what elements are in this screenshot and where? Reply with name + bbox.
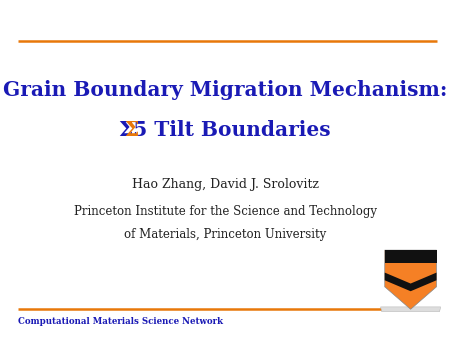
Text: of Materials, Princeton University: of Materials, Princeton University [124,228,326,241]
Text: Computational Materials Science Network: Computational Materials Science Network [18,317,223,326]
Polygon shape [385,250,436,309]
Text: Princeton Institute for the Science and Technology: Princeton Institute for the Science and … [73,205,377,218]
Polygon shape [385,250,436,263]
Polygon shape [385,272,436,291]
Polygon shape [381,307,441,312]
Text: Hao Zhang, David J. Srolovitz: Hao Zhang, David J. Srolovitz [131,178,319,191]
Text: Σ: Σ [124,120,138,140]
Text: Grain Boundary Migration Mechanism:: Grain Boundary Migration Mechanism: [3,79,447,100]
Text: Σ5 Tilt Boundaries: Σ5 Tilt Boundaries [119,120,331,140]
